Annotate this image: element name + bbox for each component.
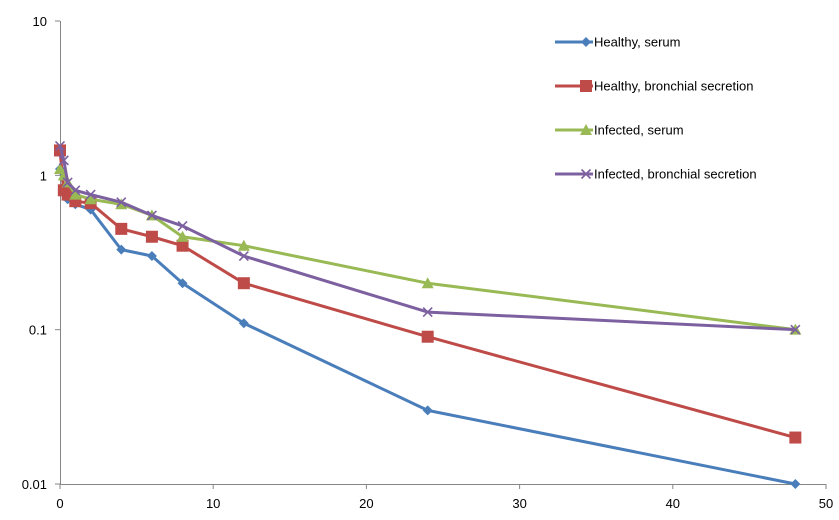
legend-item: Healthy, serum [555,35,680,50]
data-point [69,188,82,200]
series-1 [54,144,802,444]
legend-marker [580,124,592,135]
data-point [116,197,127,208]
data-point [237,239,250,251]
data-point [54,140,66,152]
data-point [115,222,128,235]
legend-marker [580,80,592,92]
x-tick-label: 30 [512,496,526,511]
data-point [145,230,158,243]
legend-label: Infected, bronchial secretion [594,167,757,182]
data-point [176,239,189,252]
y-tick-label: 0.1 [29,323,47,338]
legend-marker [580,168,592,180]
data-point [176,230,189,242]
series-line [58,168,796,486]
legend-label: Healthy, bronchial secretion [594,79,753,94]
x-tick-label: 20 [359,496,373,511]
data-point [790,479,801,489]
data-point [116,244,127,255]
x-tick-label: 50 [819,496,833,511]
legend-item: Infected, bronchial secretion [555,167,757,182]
data-point [237,277,250,290]
legend-item: Infected, serum [555,123,684,138]
data-point [146,210,157,221]
series-2 [54,162,802,335]
legend-label: Infected, serum [594,123,684,138]
data-point [84,193,97,205]
series-line [58,168,796,332]
data-point [422,307,433,318]
data-point [85,189,96,200]
series-3 [54,140,801,335]
data-point [422,405,433,416]
data-point [790,324,801,335]
data-point [177,220,188,232]
data-point [70,185,81,196]
x-tick-label: 0 [56,496,63,511]
data-point [238,318,249,329]
data-point [421,277,434,289]
legend-item: Healthy, bronchial secretion [555,79,753,94]
y-tick-label: 10 [33,14,47,29]
y-tick-label: 1 [40,168,47,183]
x-tick-label: 10 [206,496,220,511]
data-point [146,251,157,262]
x-axis-ticks: 0 10 20 30 40 50 [56,484,833,511]
series-line [58,150,796,439]
data-point [789,431,802,444]
x-tick-label: 40 [666,496,680,511]
data-point [238,250,249,262]
data-point [421,330,434,343]
y-axis-ticks: 0.01 0.1 1 10 [22,14,60,492]
plot-area [54,140,802,489]
legend-label: Healthy, serum [594,35,680,50]
data-point [62,177,73,188]
legend-marker [581,37,591,47]
data-point [58,155,69,166]
series-0 [55,163,801,489]
y-tick-label: 0.01 [22,477,47,492]
legend: Healthy, serum Healthy, bronchial secreti… [555,35,757,182]
data-point [177,278,188,289]
